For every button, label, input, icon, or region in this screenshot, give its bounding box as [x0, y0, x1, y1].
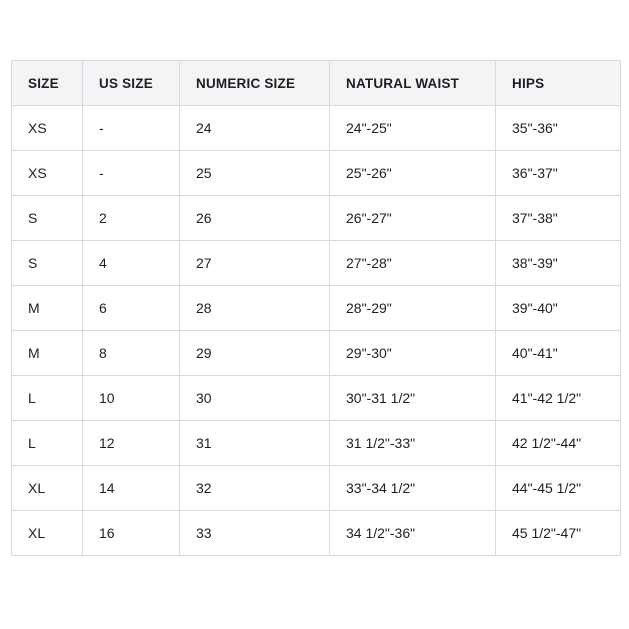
cell-natural-waist: 33"-34 1/2": [329, 465, 496, 511]
cell-hips: 40"-41": [495, 330, 621, 376]
cell-numeric-size: 26: [179, 195, 330, 241]
table-row: L 10 30 30"-31 1/2" 41"-42 1/2": [11, 375, 621, 421]
cell-numeric-size: 30: [179, 375, 330, 421]
table-row: XS -25 25"-26" 36"-37": [11, 150, 621, 196]
column-header-hips: HIPS: [495, 60, 621, 106]
cell-us-size: 16: [82, 510, 180, 556]
cell-size: XS: [11, 150, 83, 196]
table-row: XS -24 24"-25" 35"-36": [11, 105, 621, 151]
column-header-numeric-size: NUMERIC SIZE: [179, 60, 330, 106]
cell-size: L: [11, 420, 83, 466]
cell-size: S: [11, 195, 83, 241]
cell-us-size: 2: [82, 195, 180, 241]
cell-hips: 44"-45 1/2": [495, 465, 621, 511]
cell-hips: 36"-37": [495, 150, 621, 196]
cell-numeric-size: 25: [179, 150, 330, 196]
cell-us-size: 10: [82, 375, 180, 421]
cell-size: XL: [11, 465, 83, 511]
table-row: M 6 28 28"-29" 39"-40": [11, 285, 621, 331]
cell-size: XL: [11, 510, 83, 556]
cell-hips: 38"-39": [495, 240, 621, 286]
table-row: M 8 29 29"-30" 40"-41": [11, 330, 621, 376]
cell-natural-waist: 25"-26": [329, 150, 496, 196]
cell-numeric-size: 27: [179, 240, 330, 286]
cell-us-size: 8: [82, 330, 180, 376]
column-header-natural-waist: NATURAL WAIST: [329, 60, 496, 106]
cell-size: XS: [11, 105, 83, 151]
cell-numeric-size: 24: [179, 105, 330, 151]
column-header-size: SIZE: [11, 60, 83, 106]
column-header-us-size: US SIZE: [82, 60, 180, 106]
cell-natural-waist: 26"-27": [329, 195, 496, 241]
cell-numeric-size: 33: [179, 510, 330, 556]
cell-numeric-size: 29: [179, 330, 330, 376]
cell-size: S: [11, 240, 83, 286]
cell-size: M: [11, 285, 83, 331]
cell-hips: 41"-42 1/2": [495, 375, 621, 421]
cell-hips: 42 1/2"-44": [495, 420, 621, 466]
cell-numeric-size: 31: [179, 420, 330, 466]
cell-us-size: 14: [82, 465, 180, 511]
cell-size: L: [11, 375, 83, 421]
cell-hips: 39"-40": [495, 285, 621, 331]
cell-us-size: -: [82, 105, 180, 151]
cell-natural-waist: 24"-25": [329, 105, 496, 151]
header-row: SIZE US SIZE NUMERIC SIZE NATURAL WAIST HIPS: [11, 60, 621, 106]
table-row: S 2 26 26"-27" 37"-38": [11, 195, 621, 241]
cell-us-size: 6: [82, 285, 180, 331]
cell-us-size: 4: [82, 240, 180, 286]
table-row: S 4 27 27"-28" 38"-39": [11, 240, 621, 286]
cell-natural-waist: 29"-30": [329, 330, 496, 376]
cell-natural-waist: 30"-31 1/2": [329, 375, 496, 421]
cell-hips: 45 1/2"-47": [495, 510, 621, 556]
cell-hips: 35"-36": [495, 105, 621, 151]
cell-natural-waist: 31 1/2"-33": [329, 420, 496, 466]
cell-us-size: -: [82, 150, 180, 196]
cell-us-size: 12: [82, 420, 180, 466]
table-row: XL 16 33 34 1/2"-36" 45 1/2"-47": [11, 510, 621, 556]
cell-size: M: [11, 330, 83, 376]
size-chart-table: SIZE US SIZE NUMERIC SIZE NATURAL WAIST HIPS…: [11, 60, 621, 556]
table-row: XL 14 32 33"-34 1/2" 44"-45 1/2": [11, 465, 621, 511]
cell-natural-waist: 28"-29": [329, 285, 496, 331]
cell-natural-waist: 34 1/2"-36": [329, 510, 496, 556]
cell-numeric-size: 32: [179, 465, 330, 511]
cell-natural-waist: 27"-28": [329, 240, 496, 286]
cell-hips: 37"-38": [495, 195, 621, 241]
cell-numeric-size: 28: [179, 285, 330, 331]
table-row: L 12 31 31 1/2"-33" 42 1/2"-44": [11, 420, 621, 466]
